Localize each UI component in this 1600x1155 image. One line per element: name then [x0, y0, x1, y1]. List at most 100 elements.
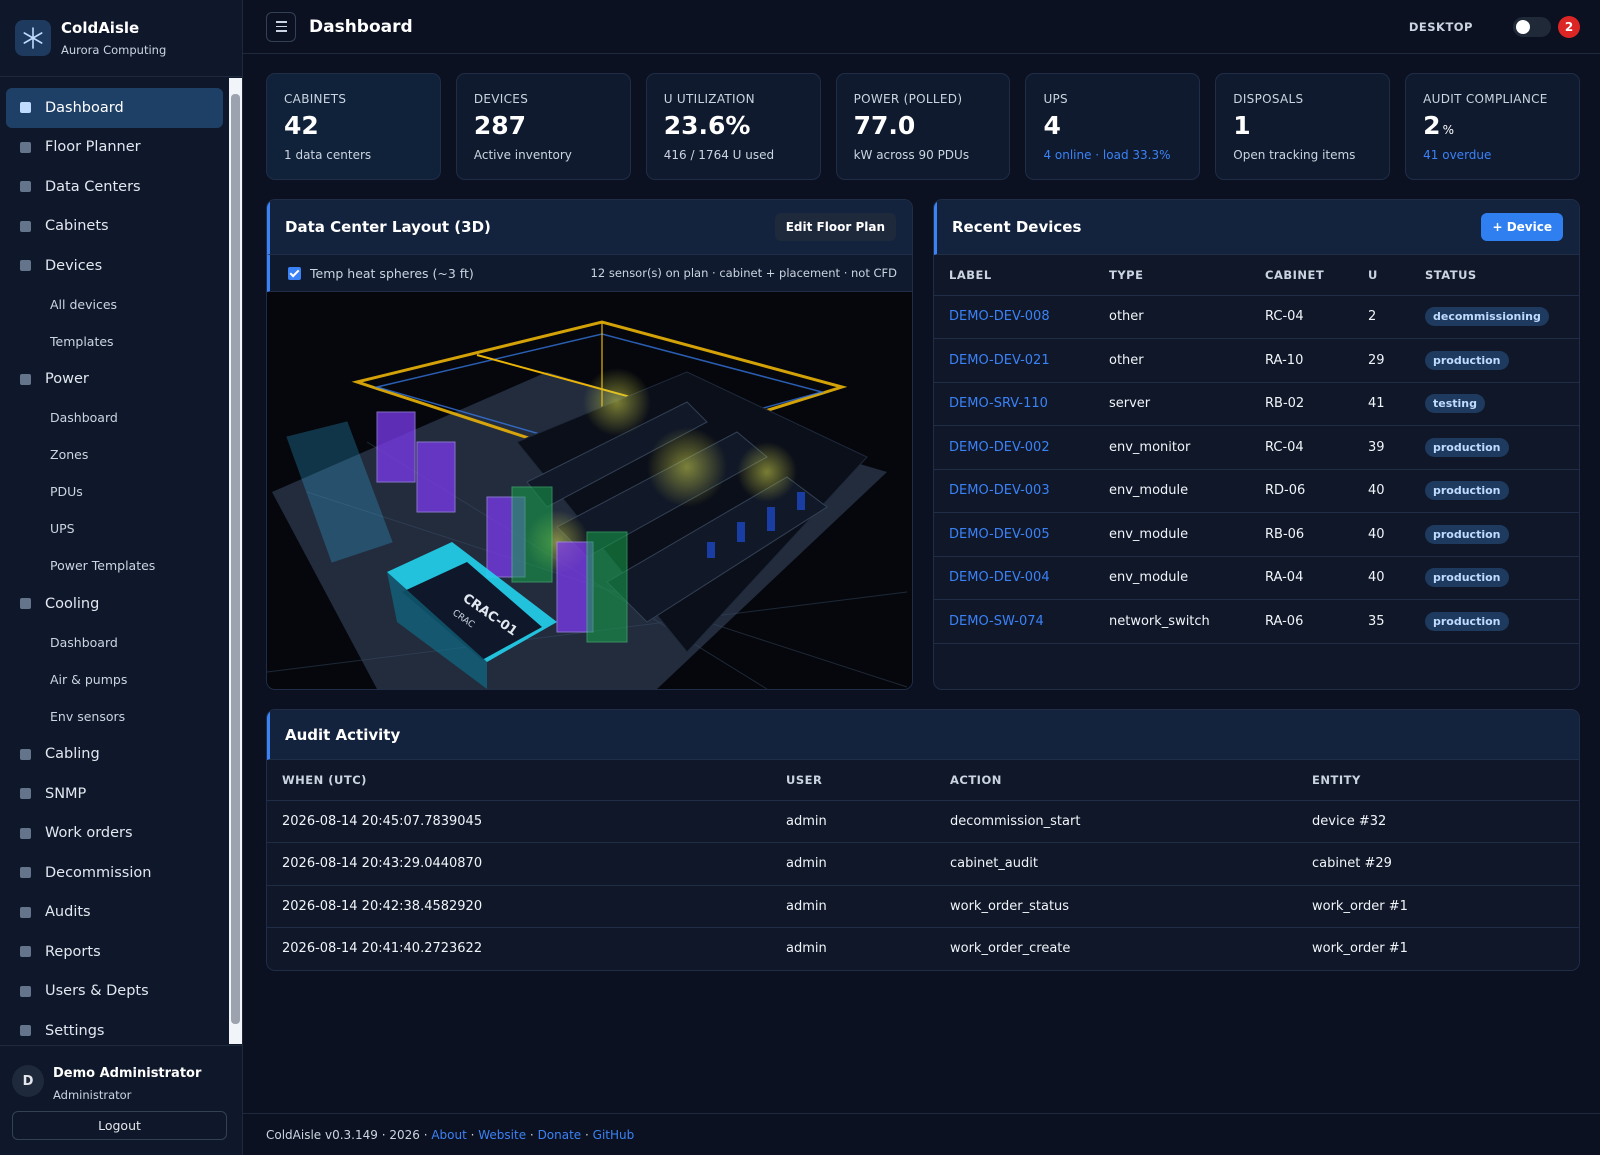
user-box: D Demo Administrator Administrator Logou… [0, 1045, 242, 1155]
device-link[interactable]: DEMO-SW-074 [949, 613, 1044, 629]
cell: work_order #1 [1297, 927, 1579, 970]
cell: env_module [1094, 512, 1250, 557]
cell: work_order #1 [1297, 885, 1579, 928]
cell: decommissioning [1410, 295, 1579, 339]
table-row: DEMO-DEV-008 other RC-04 2 decommissioning [934, 295, 1579, 339]
nav-item[interactable]: Audits [6, 893, 223, 933]
nav-subitem[interactable]: Power Templates [50, 558, 156, 573]
logout-button[interactable]: Logout [12, 1111, 227, 1140]
topbar: Dashboard DESKTOP 2 [243, 0, 1600, 54]
cell: DEMO-DEV-005 [934, 512, 1094, 557]
cell: 2026-08-14 20:45:07.7839045 [267, 800, 771, 843]
nav-subitem[interactable]: Templates [50, 333, 114, 349]
nav-item[interactable]: Settings [6, 1011, 223, 1044]
nav-item[interactable]: Work orders [6, 814, 223, 854]
stat-sub[interactable]: 41 overdue [1423, 148, 1492, 162]
nav-item[interactable]: Power [6, 360, 223, 400]
device-link[interactable]: DEMO-DEV-021 [949, 352, 1050, 368]
column-header: ACTION [935, 760, 1297, 801]
stat-sub[interactable]: 4 online · load 33.3% [1043, 148, 1171, 162]
table-row: DEMO-DEV-003 env_module RD-06 40 production [934, 469, 1579, 513]
nav-icon [20, 867, 31, 879]
cell: env_module [1094, 556, 1250, 600]
avatar: D [12, 1065, 44, 1097]
stat-sub: Open tracking items [1233, 148, 1356, 162]
add-device-button[interactable]: + Device [1481, 213, 1563, 241]
nav-item[interactable]: Data Centers [6, 167, 223, 207]
footer-link[interactable]: About [431, 1127, 467, 1142]
nav-item[interactable]: Devices [6, 246, 223, 286]
nav-subitem[interactable]: Air & pumps [50, 671, 128, 687]
device-link[interactable]: DEMO-DEV-008 [949, 309, 1050, 325]
scene[interactable]: CRAC-01 CRAC [267, 292, 912, 689]
panel-header: Recent Devices + Device [934, 200, 1579, 255]
nav-icon [20, 946, 31, 958]
footer-link[interactable]: Website [478, 1127, 527, 1142]
stat-value: 4 [1043, 111, 1182, 140]
stat-sub: 1 data centers [284, 148, 372, 162]
cell: 2 [1353, 295, 1410, 339]
nav-item[interactable]: Cabling [6, 735, 223, 775]
stat-card: DISPOSALS 1 Open tracking items [1215, 73, 1391, 180]
stat-value: 287 [474, 111, 613, 140]
column-header: WHEN (UTC) [267, 760, 771, 801]
nav-item[interactable]: Decommission [6, 853, 223, 893]
toggle-label: Temp heat spheres (~3 ft) [310, 265, 474, 281]
nav-item[interactable]: Cabinets [6, 207, 223, 247]
nav-item[interactable]: Users & Depts [6, 972, 223, 1012]
footer-separator: · [466, 1127, 479, 1142]
nav-item[interactable]: Dashboard [6, 88, 223, 128]
nav-label: Floor Planner [45, 139, 141, 156]
table-row: 2026-08-14 20:43:29.0440870 admin cabinet_… [267, 842, 1579, 886]
nav-subitem[interactable]: PDUs [50, 484, 83, 499]
status-badge: production [1425, 437, 1509, 457]
nav-label: Settings [45, 1022, 105, 1039]
nav-subitem[interactable]: Dashboard [50, 634, 118, 650]
device-link[interactable]: DEMO-SRV-110 [949, 396, 1048, 412]
nav-item[interactable]: SNMP [6, 774, 223, 814]
column-header: STATUS [1410, 255, 1579, 296]
nav-item[interactable]: Floor Planner [6, 128, 223, 168]
cell: admin [771, 927, 935, 970]
cell: device #32 [1297, 800, 1579, 843]
cell: RA-10 [1250, 338, 1353, 383]
cell: DEMO-DEV-004 [934, 556, 1094, 600]
edit-floor-plan-button[interactable]: Edit Floor Plan [774, 213, 896, 241]
menu-button[interactable] [266, 11, 296, 42]
device-link[interactable]: DEMO-DEV-005 [949, 526, 1050, 542]
nav-subitem[interactable]: UPS [50, 521, 75, 536]
stat-label: CABINETS [284, 92, 347, 106]
footer-link[interactable]: GitHub [592, 1127, 635, 1142]
panel-title: Recent Devices [952, 218, 1082, 236]
panel-title: Data Center Layout (3D) [285, 218, 491, 236]
nav-icon [20, 985, 31, 997]
cell: RB-06 [1250, 512, 1353, 557]
cell: RA-04 [1250, 556, 1353, 600]
device-link[interactable]: DEMO-DEV-002 [949, 439, 1050, 455]
panel-title: Audit Activity [285, 725, 401, 744]
notification-badge[interactable]: 2 [1558, 15, 1580, 38]
nav-subitem[interactable]: Zones [50, 447, 89, 462]
footer: ColdAisle v0.3.149 · 2026 · About · Webs… [243, 1113, 1600, 1155]
nav-subitem[interactable]: All devices [50, 296, 118, 312]
nav-icon [20, 1025, 31, 1037]
stat-label: POWER (POLLED) [853, 92, 963, 106]
table-row: DEMO-DEV-021 other RA-10 29 production [934, 338, 1579, 383]
nav-subitem[interactable]: Dashboard [50, 410, 118, 425]
status-badge: production [1425, 568, 1509, 588]
nav-label: Dashboard [45, 99, 124, 116]
scroll-thumb[interactable] [231, 94, 240, 1024]
nav-icon [20, 220, 31, 232]
device-link[interactable]: DEMO-DEV-003 [949, 483, 1050, 499]
nav-item[interactable]: Cooling [6, 584, 223, 624]
device-link[interactable]: DEMO-DEV-004 [949, 570, 1050, 586]
cell: 40 [1353, 556, 1410, 600]
footer-link[interactable]: Donate [537, 1127, 582, 1142]
nav-item[interactable]: Reports [6, 932, 223, 972]
checkbox[interactable] [288, 266, 301, 280]
cell: other [1094, 338, 1250, 383]
footer-separator: · [581, 1127, 593, 1142]
stats: CABINETS 42 1 data centers DEVICES 287 Active… [266, 73, 1581, 180]
nav-subitem[interactable]: Env sensors [50, 708, 126, 724]
mode-toggle[interactable] [1513, 16, 1551, 37]
